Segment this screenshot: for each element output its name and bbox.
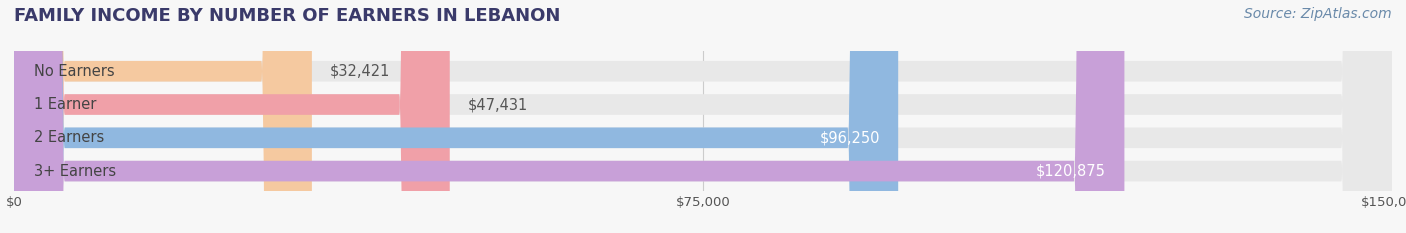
FancyBboxPatch shape (14, 0, 1392, 233)
FancyBboxPatch shape (14, 0, 1392, 233)
FancyBboxPatch shape (14, 0, 1392, 233)
Text: 2 Earners: 2 Earners (34, 130, 104, 145)
Text: $120,875: $120,875 (1036, 164, 1107, 178)
FancyBboxPatch shape (14, 0, 450, 233)
Text: $47,431: $47,431 (468, 97, 529, 112)
Text: No Earners: No Earners (34, 64, 115, 79)
FancyBboxPatch shape (14, 0, 898, 233)
Text: 1 Earner: 1 Earner (34, 97, 97, 112)
Text: $32,421: $32,421 (330, 64, 391, 79)
Text: FAMILY INCOME BY NUMBER OF EARNERS IN LEBANON: FAMILY INCOME BY NUMBER OF EARNERS IN LE… (14, 7, 561, 25)
Text: Source: ZipAtlas.com: Source: ZipAtlas.com (1244, 7, 1392, 21)
Text: 3+ Earners: 3+ Earners (34, 164, 117, 178)
FancyBboxPatch shape (14, 0, 1392, 233)
FancyBboxPatch shape (14, 0, 312, 233)
FancyBboxPatch shape (14, 0, 1125, 233)
Text: $96,250: $96,250 (820, 130, 880, 145)
